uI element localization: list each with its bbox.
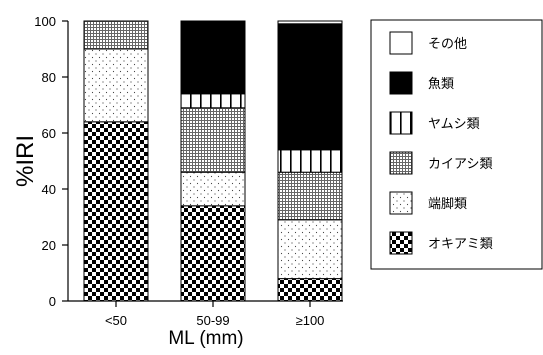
bar-segment-2-cat-2 (180, 171, 246, 207)
y-tick-label: 40 (42, 182, 56, 197)
legend-swatch (389, 111, 413, 135)
x-axis-ticks: <50 50-99 ≥100 (105, 301, 324, 328)
x-axis-title: ML (mm) (168, 328, 243, 349)
bar-segment-2-cat-1 (83, 48, 149, 123)
legend-label: 魚類 (428, 77, 454, 92)
bar-segment-1-cat-2 (180, 205, 246, 302)
bar-segment-3-cat-3 (277, 171, 343, 221)
legend-swatch (389, 191, 413, 215)
legend-label: その他 (428, 37, 467, 52)
y-axis-title: %IRI (12, 135, 39, 187)
y-tick-label: 60 (42, 126, 56, 141)
bars-group (83, 20, 343, 302)
x-tick-label-50-99: 50-99 (196, 313, 229, 328)
y-tick-label: 80 (42, 70, 56, 85)
y-tick-label: 0 (49, 294, 56, 309)
y-tick-label: 20 (42, 238, 56, 253)
legend-label: カイアシ類 (428, 157, 492, 172)
bar-segment-5-cat-2 (180, 20, 246, 95)
y-axis-ticks: 0 20 40 60 80 100 (34, 14, 68, 309)
legend-box (370, 19, 543, 270)
legend-swatch (389, 231, 413, 255)
bar-segment-1-cat-3 (277, 278, 343, 302)
bar-segment-1-cat-1 (83, 121, 149, 302)
legend-label: 端脚類 (428, 196, 467, 212)
x-tick-label-100: ≥100 (296, 313, 325, 328)
legend-swatch (389, 31, 413, 55)
legend-swatch (389, 151, 413, 175)
legend-label: オキアミ類 (428, 237, 493, 252)
y-tick-label: 100 (34, 14, 56, 29)
bar-segment-5-cat-3 (277, 23, 343, 151)
bar-segment-4-cat-2 (180, 93, 246, 109)
bar-segment-3-cat-1 (83, 20, 149, 50)
legend-label: ヤムシ類 (428, 117, 480, 132)
bar-segment-3-cat-2 (180, 107, 246, 173)
bar-segment-2-cat-3 (277, 219, 343, 280)
bar-segment-6-cat-3 (277, 20, 343, 25)
bar-segment-4-cat-3 (277, 149, 343, 173)
legend-swatch (389, 71, 413, 95)
x-tick-label-50: <50 (105, 313, 127, 328)
